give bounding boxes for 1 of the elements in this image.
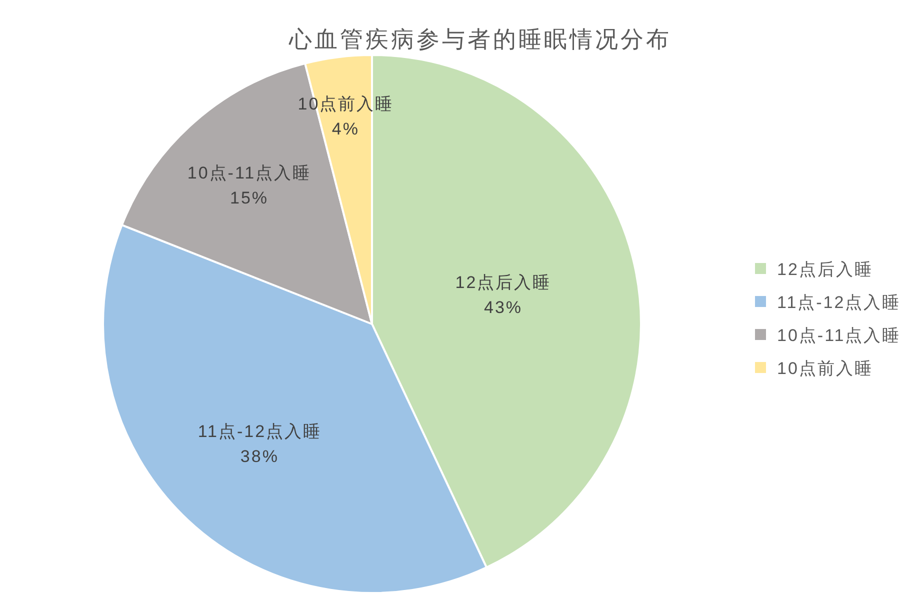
title: 心血管疾病参与者的睡眠情况分布 (288, 26, 672, 52)
